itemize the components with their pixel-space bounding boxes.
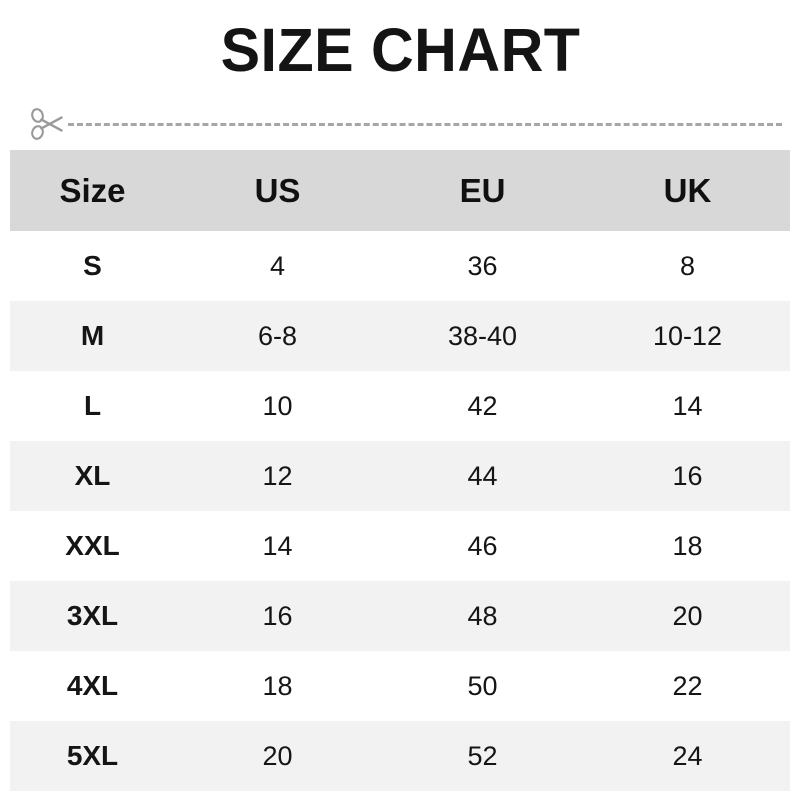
cell-size: M xyxy=(10,301,175,371)
cell-uk: 24 xyxy=(585,721,790,791)
size-table-container: Size US EU UK S 4 36 8 M 6-8 38-40 10-12 xyxy=(10,150,790,791)
table-body: S 4 36 8 M 6-8 38-40 10-12 L 10 42 14 xyxy=(10,231,790,791)
table-row: XL 12 44 16 xyxy=(10,441,790,511)
cell-uk: 10-12 xyxy=(585,301,790,371)
table-row: M 6-8 38-40 10-12 xyxy=(10,301,790,371)
size-table: Size US EU UK S 4 36 8 M 6-8 38-40 10-12 xyxy=(10,150,790,791)
cell-us: 12 xyxy=(175,441,380,511)
cell-size: XL xyxy=(10,441,175,511)
table-row: 4XL 18 50 22 xyxy=(10,651,790,721)
cut-line-row xyxy=(0,100,800,148)
column-header-uk: UK xyxy=(585,150,790,231)
table-header: Size US EU UK xyxy=(10,150,790,231)
table-row: L 10 42 14 xyxy=(10,371,790,441)
cell-us: 6-8 xyxy=(175,301,380,371)
cell-eu: 46 xyxy=(380,511,585,581)
cell-size: 4XL xyxy=(10,651,175,721)
cell-size: L xyxy=(10,371,175,441)
table-row: 3XL 16 48 20 xyxy=(10,581,790,651)
cell-uk: 16 xyxy=(585,441,790,511)
scissors-icon xyxy=(26,102,70,146)
cell-eu: 38-40 xyxy=(380,301,585,371)
column-header-us: US xyxy=(175,150,380,231)
cell-eu: 36 xyxy=(380,231,585,301)
page-title: SIZE CHART xyxy=(220,15,580,84)
table-row: 5XL 20 52 24 xyxy=(10,721,790,791)
cell-us: 4 xyxy=(175,231,380,301)
cell-us: 16 xyxy=(175,581,380,651)
cell-uk: 14 xyxy=(585,371,790,441)
cell-us: 18 xyxy=(175,651,380,721)
column-header-eu: EU xyxy=(380,150,585,231)
title-area: SIZE CHART xyxy=(0,0,800,100)
table-header-row: Size US EU UK xyxy=(10,150,790,231)
cell-size: 5XL xyxy=(10,721,175,791)
cell-eu: 48 xyxy=(380,581,585,651)
cell-uk: 18 xyxy=(585,511,790,581)
cell-us: 20 xyxy=(175,721,380,791)
cell-size: S xyxy=(10,231,175,301)
column-header-size: Size xyxy=(10,150,175,231)
cell-size: XXL xyxy=(10,511,175,581)
cell-size: 3XL xyxy=(10,581,175,651)
cell-uk: 20 xyxy=(585,581,790,651)
table-row: S 4 36 8 xyxy=(10,231,790,301)
cell-us: 10 xyxy=(175,371,380,441)
dashed-cut-line xyxy=(68,123,782,126)
cell-uk: 8 xyxy=(585,231,790,301)
cell-eu: 52 xyxy=(380,721,585,791)
cell-eu: 44 xyxy=(380,441,585,511)
cell-eu: 50 xyxy=(380,651,585,721)
cell-eu: 42 xyxy=(380,371,585,441)
cell-uk: 22 xyxy=(585,651,790,721)
cell-us: 14 xyxy=(175,511,380,581)
table-row: XXL 14 46 18 xyxy=(10,511,790,581)
